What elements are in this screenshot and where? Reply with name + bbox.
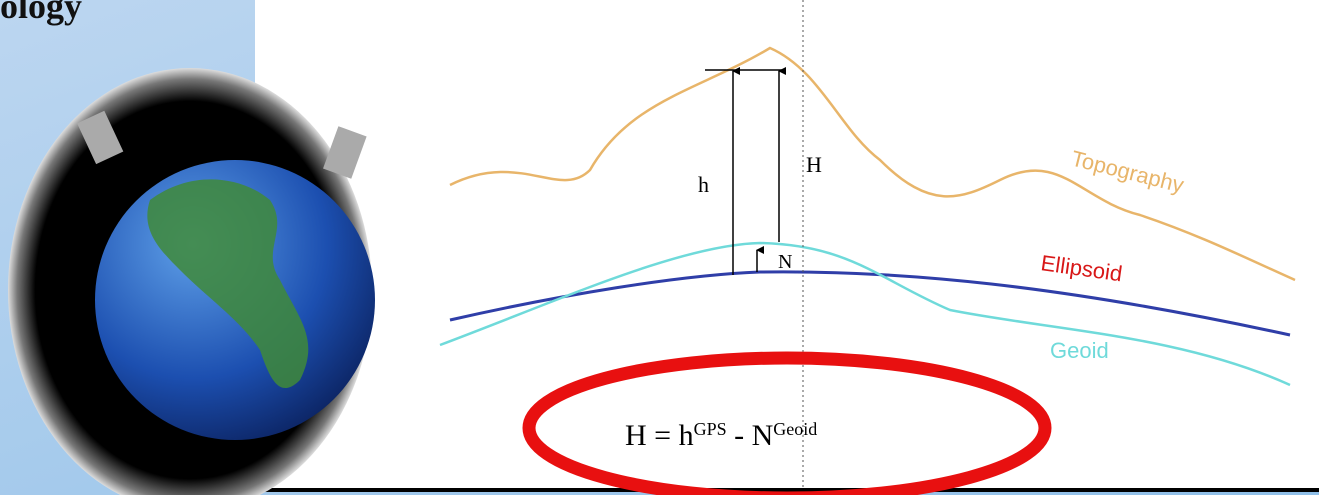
formula: H = hGPS - NGeoid — [625, 419, 817, 452]
N-label: N — [778, 251, 792, 273]
continent — [147, 179, 309, 389]
formula-lhs: H = h — [625, 419, 694, 452]
H-label: H — [806, 152, 822, 177]
title: ology — [0, 0, 82, 26]
formula-h-sup: GPS — [694, 419, 727, 439]
topography-curve — [449, 46, 1296, 282]
highlight-ellipse — [522, 351, 1052, 495]
formula-n-sup: Geoid — [773, 419, 817, 439]
formula-minus: - N — [727, 419, 774, 452]
geoid-label: Geoid — [1050, 338, 1109, 363]
geoid-curve — [439, 241, 1291, 387]
ellipsoid-curve — [449, 270, 1291, 337]
satellite-right — [323, 126, 367, 179]
satellite-left — [77, 110, 124, 165]
h-label: h — [698, 172, 709, 197]
